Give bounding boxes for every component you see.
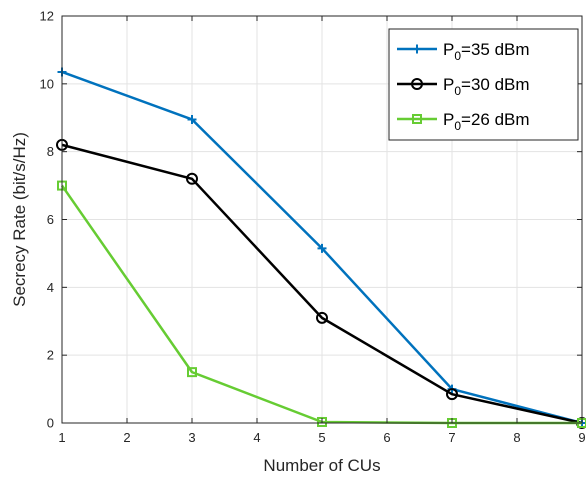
x-tick-label: 4 bbox=[253, 430, 260, 445]
legend-entry: P0=35 dBm bbox=[397, 40, 530, 63]
legend-label-prefix: P bbox=[443, 110, 454, 129]
square-marker bbox=[187, 367, 197, 378]
x-tick-label: 3 bbox=[188, 430, 195, 445]
legend-label-prefix: P bbox=[443, 40, 454, 59]
legend-label: P0=26 dBm bbox=[443, 110, 530, 133]
circle-marker bbox=[411, 78, 423, 90]
x-tick-label: 8 bbox=[513, 430, 520, 445]
legend-label: P0=35 dBm bbox=[443, 40, 530, 63]
x-axis-label: Number of CUs bbox=[263, 456, 380, 475]
circle-marker bbox=[446, 388, 458, 401]
plus-marker bbox=[187, 114, 197, 124]
y-tick-label: 8 bbox=[47, 144, 54, 159]
circle-marker bbox=[316, 311, 328, 324]
x-tick-label: 1 bbox=[58, 430, 65, 445]
plus-marker bbox=[412, 44, 422, 54]
legend-label-subscript: 0 bbox=[454, 49, 461, 63]
legend-label-subscript: 0 bbox=[454, 84, 461, 98]
y-tick-label: 4 bbox=[47, 280, 54, 295]
square-marker bbox=[412, 114, 422, 124]
series-line bbox=[61, 143, 583, 425]
circle-marker bbox=[186, 172, 198, 185]
legend-label-subscript: 0 bbox=[454, 119, 461, 133]
x-tick-label: 7 bbox=[448, 430, 455, 445]
square-marker bbox=[317, 416, 327, 427]
legend-label-suffix: =26 dBm bbox=[461, 110, 530, 129]
x-tick-label: 5 bbox=[318, 430, 325, 445]
x-tick-label: 2 bbox=[123, 430, 130, 445]
y-tick-label: 2 bbox=[47, 348, 54, 363]
legend-entry: P0=26 dBm bbox=[397, 110, 530, 133]
legend-label-prefix: P bbox=[443, 75, 454, 94]
x-tick-label: 9 bbox=[578, 430, 585, 445]
y-axis-label: Secrecy Rate (bit/s/Hz) bbox=[10, 132, 29, 307]
y-tick-label: 0 bbox=[47, 416, 54, 431]
y-tick-label: 10 bbox=[40, 76, 54, 91]
y-tick-label: 12 bbox=[40, 9, 54, 24]
y-tick-label: 6 bbox=[47, 212, 54, 227]
plus-marker bbox=[317, 243, 327, 253]
legend-entry: P0=30 dBm bbox=[397, 75, 530, 98]
legend-label: P0=30 dBm bbox=[443, 75, 530, 98]
legend-label-suffix: =35 dBm bbox=[461, 40, 530, 59]
x-tick-label: 6 bbox=[383, 430, 390, 445]
legend-label-suffix: =30 dBm bbox=[461, 75, 530, 94]
